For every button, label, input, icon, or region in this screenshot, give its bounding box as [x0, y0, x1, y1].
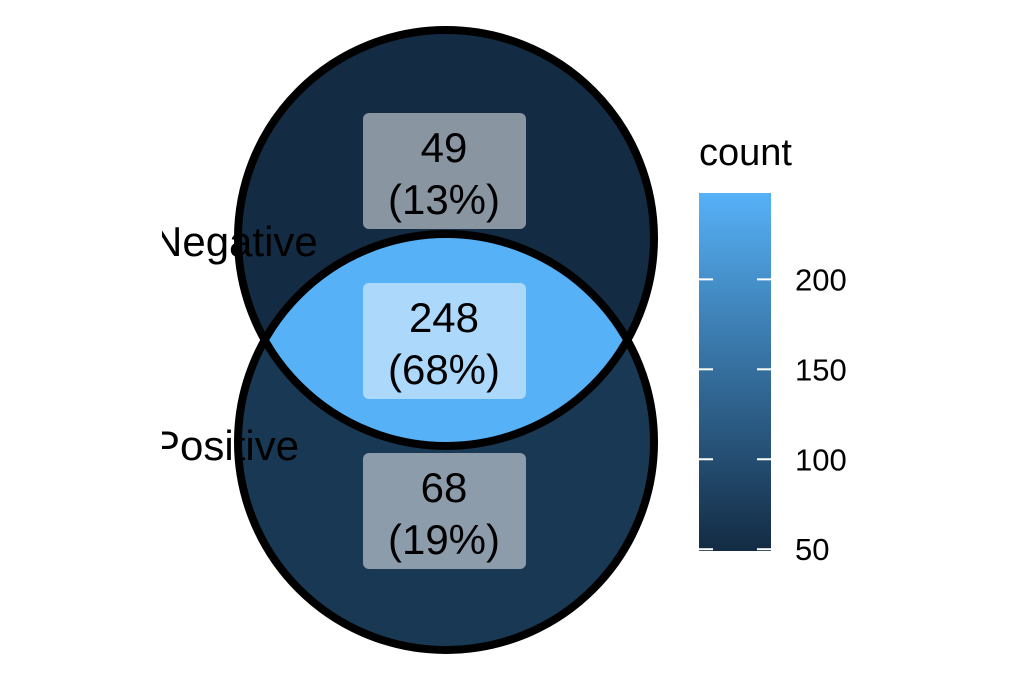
region-negative-only: 49 (13%)	[363, 113, 526, 229]
legend-tick-label: 150	[795, 352, 847, 387]
region-count: 68	[421, 464, 468, 511]
set-label-negative: Negative	[152, 218, 318, 265]
legend-tick-label: 100	[795, 442, 847, 477]
negative-set-outline	[234, 26, 658, 450]
legend-tick-label: 200	[795, 262, 847, 297]
region-count: 248	[409, 294, 479, 341]
legend-tick-label: 50	[795, 532, 829, 567]
region-percent: (19%)	[388, 516, 500, 563]
positive-set-outline	[234, 230, 658, 654]
region-positive-only: 68 (19%)	[363, 453, 526, 569]
region-percent: (13%)	[388, 176, 500, 223]
region-label-box	[363, 113, 526, 229]
region-label-box	[363, 453, 526, 569]
legend-title: count	[699, 132, 792, 174]
region-label-box	[363, 283, 526, 399]
color-legend: count 50 100 150 200	[699, 132, 847, 567]
legend-colorbar	[699, 193, 771, 551]
set-label-positive: Positive	[152, 422, 299, 469]
legend-ticks: 50 100 150 200	[699, 262, 847, 567]
region-count: 49	[421, 124, 468, 171]
region-intersection: 248 (68%)	[363, 283, 526, 399]
region-percent: (68%)	[388, 346, 500, 393]
